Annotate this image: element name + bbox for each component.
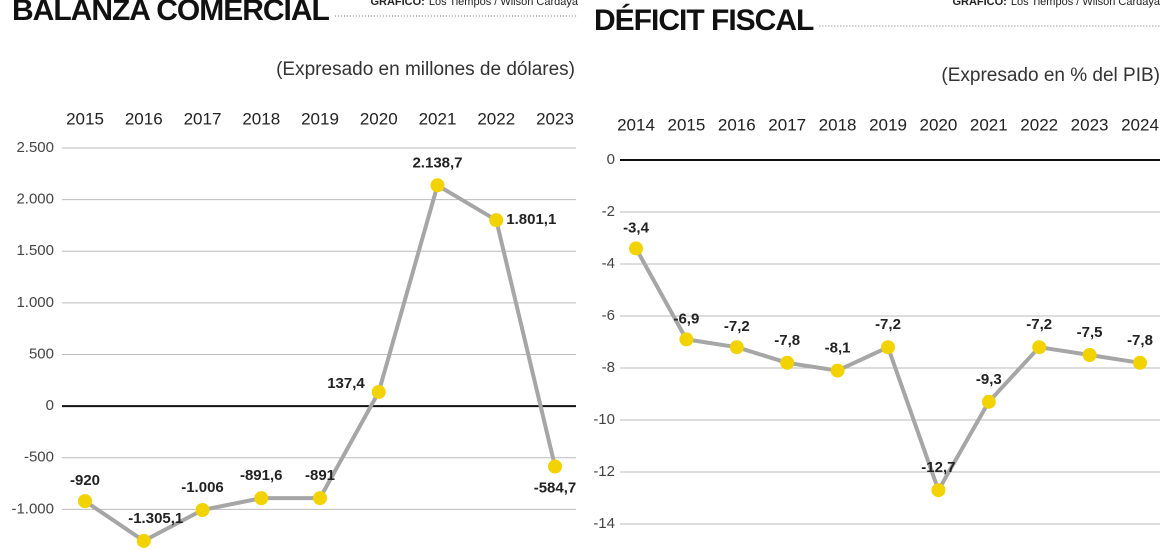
y-tick-label: -1.000 [11,500,54,517]
y-tick-label: -500 [24,449,54,466]
x-tick-label: 2017 [768,115,806,134]
point [136,533,151,548]
y-tick-label: 2.500 [16,139,54,156]
credit: Los Tiempos / Wilson Cardaya [1011,0,1161,8]
point [729,340,744,355]
x-tick-label: 2022 [1020,115,1058,134]
point [830,363,845,378]
point [931,483,946,498]
y-tick-label: 1.000 [16,294,54,311]
point [881,340,895,355]
value-label: -891 [305,467,335,484]
point [78,494,92,509]
value-label: -1.006 [181,479,224,496]
point [1032,340,1047,355]
y-tick-label: -10 [593,411,615,428]
credit-label: GRÁFICO: [952,0,1006,8]
point [1082,348,1097,362]
point [313,491,327,506]
credit-bg [364,0,578,10]
x-tick-label: 2019 [869,115,907,134]
y-tick-label: 500 [29,345,54,362]
value-label: -7,8 [774,332,800,349]
point [679,332,694,347]
value-label: -12,7 [921,459,955,476]
chart-title: BALANZA COMERCIAL [12,0,330,27]
y-tick-label: -14 [593,515,615,532]
x-tick-label: 2021 [970,115,1008,134]
y-tick-label: -4 [602,255,615,272]
value-label: -7,2 [1026,316,1052,333]
x-tick-label: 2014 [617,115,655,134]
subtitle: (Expresado en millones de dólares) [276,59,575,80]
y-tick-label: 0 [46,397,54,414]
value-label: -584,7 [534,479,577,496]
value-label: 1.801,1 [506,211,556,228]
value-label: -1.305,1 [128,510,183,527]
point [254,491,269,506]
series-line [83,183,557,543]
value-label: -9,3 [976,371,1002,388]
point [371,384,386,399]
point [548,459,562,474]
point [1133,355,1147,370]
value-label: -7,5 [1077,324,1103,341]
series-line [634,247,1141,493]
chart-title: DÉFICIT FISCAL [594,3,814,37]
credit: Los Tiempos / Wilson Cardaya [429,0,579,8]
value-label: -891,6 [240,467,283,484]
x-tick-label: 2018 [819,115,857,134]
y-tick-label: -12 [593,463,615,480]
y-tick-label: 0 [607,151,615,168]
x-tick-label: 2020 [919,115,957,134]
x-tick-label: 2015 [667,115,705,134]
point [430,178,445,193]
x-tick-label: 2020 [360,109,398,128]
point [629,241,643,256]
y-tick-label: 2.000 [16,191,54,208]
value-label: -7,8 [1127,332,1153,349]
x-tick-label: 2024 [1121,115,1159,134]
y-tick-label: -8 [602,359,615,376]
value-label: -920 [70,472,100,489]
value-label: -7,2 [724,318,750,335]
x-tick-label: 2016 [718,115,756,134]
x-tick-label: 2016 [125,109,163,128]
point [981,394,996,409]
value-label: -6,9 [673,310,699,327]
credit-bg [946,0,1160,10]
x-tick-label: 2022 [477,109,515,128]
x-tick-label: 2023 [536,109,574,128]
value-label: 137,4 [327,375,365,392]
point [489,213,504,228]
point [780,355,795,370]
y-tick-label: -6 [602,307,615,324]
value-label: -3,4 [623,219,650,236]
x-tick-label: 2021 [419,109,457,128]
point [195,502,210,517]
x-tick-label: 2018 [242,109,280,128]
x-tick-label: 2015 [66,109,104,128]
value-label: -7,2 [875,316,901,333]
subtitle: (Expresado en % del PIB) [941,65,1160,86]
credit-label: GRÁFICO: [370,0,424,8]
y-tick-label: -2 [602,203,615,220]
x-tick-label: 2023 [1071,115,1109,134]
value-label: -8,1 [825,340,851,357]
x-tick-label: 2019 [301,109,339,128]
x-tick-label: 2017 [184,109,222,128]
value-label: 2.138,7 [412,154,462,171]
y-tick-label: 1.500 [16,242,54,259]
